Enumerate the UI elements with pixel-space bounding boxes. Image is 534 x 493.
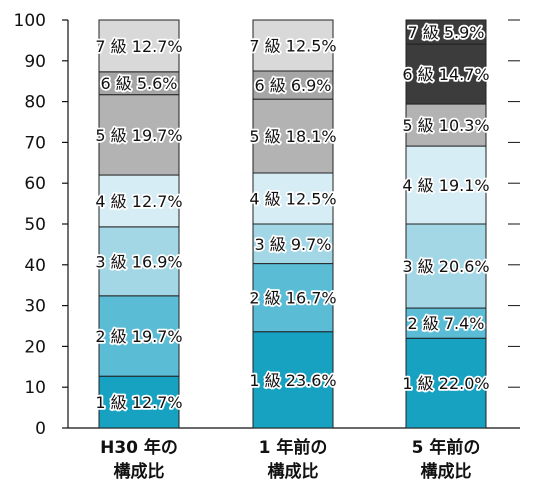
- segment-data-label: 5 級 18.1%: [249, 127, 336, 146]
- segment-data-label: 2 級 19.7%: [95, 327, 182, 346]
- x-category-label: 構成比: [114, 461, 165, 482]
- bar-segment-3-kyu-2: [252, 223, 334, 265]
- bar-segment-2-kyu-3: [405, 307, 487, 339]
- segment-data-label: 6 級 14.7%: [402, 65, 489, 84]
- y-tick-label: 80: [24, 93, 46, 113]
- segment-data-label: 1 級 23.6%: [249, 371, 336, 390]
- segment-data-label: 2 級 7.4%: [407, 314, 484, 333]
- right-tick-marks: [508, 19, 520, 388]
- y-tick-label: 40: [24, 256, 46, 276]
- bars: [98, 19, 487, 429]
- bar-segment-4-kyu-2: [252, 172, 334, 225]
- segment-data-label: 5 級 10.3%: [402, 116, 489, 135]
- segment-data-label: 1 級 22.0%: [402, 374, 489, 393]
- y-tick-label: 70: [24, 133, 46, 153]
- bar-segment-3-kyu-3: [405, 223, 487, 309]
- segment-data-label: 4 級 19.1%: [402, 176, 489, 195]
- bar-segment-7-kyu-3: [405, 19, 487, 45]
- segment-data-label: 3 級 20.6%: [402, 257, 489, 276]
- y-tick-label: 10: [24, 378, 46, 398]
- bar-segment-7-kyu-1: [98, 19, 180, 73]
- bar-segment-5-kyu-2: [252, 98, 334, 174]
- segment-data-label: 6 級 5.6%: [100, 74, 177, 93]
- segment-data-label: 7 級 12.5%: [249, 37, 336, 56]
- x-category-label: 5 年前の: [412, 437, 481, 458]
- x-category-label: 1 年前の: [259, 437, 328, 458]
- x-category-label: H30 年の: [100, 437, 178, 458]
- segment-data-label: 4 級 12.7%: [95, 192, 182, 211]
- segment-data-label: 5 級 19.7%: [95, 126, 182, 145]
- segment-data-label: 6 級 6.9%: [254, 76, 331, 95]
- bar-segment-4-kyu-1: [98, 174, 180, 228]
- bar-segment-4-kyu-3: [405, 145, 487, 225]
- segment-data-label: 2 級 16.7%: [249, 289, 336, 308]
- bar-segment-1-kyu-1: [98, 375, 180, 429]
- y-tick-label: 30: [24, 297, 46, 317]
- bar-segment-7-kyu-2: [252, 19, 334, 72]
- y-axis: 0 10 20 30 40 50 60 70 80 90 100: [14, 11, 520, 439]
- bar-segment-6-kyu-3: [405, 43, 487, 105]
- bar-segment-1-kyu-2: [252, 331, 334, 429]
- x-category-label: 構成比: [268, 461, 319, 482]
- y-tick-label: 60: [24, 174, 46, 194]
- y-tick-label: 50: [24, 215, 46, 235]
- segment-data-label: 3 級 9.7%: [254, 235, 331, 254]
- y-tick-label: 0: [35, 419, 46, 439]
- segment-data-label: 4 級 12.5%: [249, 190, 336, 209]
- segment-data-label: 7 級 5.9%: [407, 23, 484, 42]
- bar-segment-6-kyu-2: [252, 70, 334, 100]
- bar-segment-2-kyu-2: [252, 263, 334, 333]
- bar-segment-2-kyu-1: [98, 295, 180, 377]
- x-category-label: 構成比: [421, 461, 472, 482]
- bar-segment-5-kyu-3: [405, 103, 487, 147]
- y-tick-label: 100: [14, 11, 46, 31]
- segment-data-label: 7 級 12.7%: [95, 37, 182, 56]
- bar-segment-3-kyu-1: [98, 226, 180, 297]
- segment-labels: 1 級 12.7% 2 級 19.7% 3 級 16.9% 4 級 12.7% 5 級 …: [94, 21, 492, 414]
- segment-data-label: 1 級 12.7%: [95, 393, 182, 412]
- y-tick-label: 20: [24, 337, 46, 357]
- bar-segment-5-kyu-1: [98, 94, 180, 176]
- y-tick-label: 90: [24, 52, 46, 72]
- segment-data-label: 3 級 16.9%: [95, 252, 182, 271]
